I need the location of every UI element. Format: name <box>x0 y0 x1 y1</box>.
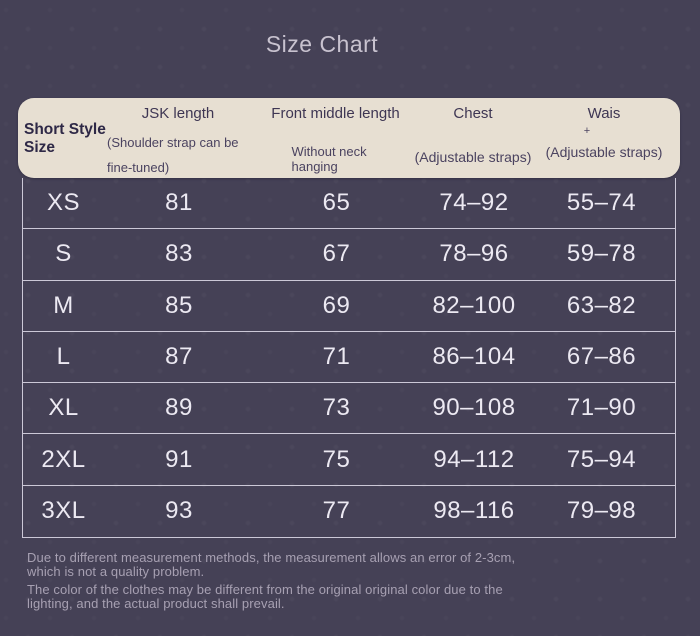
front-middle-length-cell: 71 <box>322 342 351 370</box>
note-color-disclaimer: The color of the clothes may be differen… <box>27 582 503 611</box>
header-chest-sublabel: (Adjustable straps) <box>414 149 532 165</box>
table-row-2xl: 2XL 91 75 94–112 75–94 <box>23 434 675 486</box>
header-jsk-length-label: JSK length <box>141 105 215 122</box>
waist-cell: 59–78 <box>566 240 637 268</box>
front-middle-length-cell: 77 <box>322 497 351 525</box>
chest-cell: 78–96 <box>439 240 509 268</box>
table-row-l: L 87 71 86–104 67–86 <box>23 332 675 384</box>
waist-plus-sign: + <box>583 125 591 137</box>
jsk-length-cell: 93 <box>165 497 193 525</box>
front-middle-length-cell: 73 <box>322 394 351 422</box>
table-row-s: S 83 67 78–96 59–78 <box>23 229 675 281</box>
size-cell: XL <box>48 394 79 422</box>
note-measurement-tolerance: Due to different measurement methods, th… <box>27 550 516 579</box>
size-cell: 2XL <box>41 445 86 473</box>
waist-cell: 55–74 <box>566 189 637 217</box>
table-row-3xl: 3XL 93 77 98–116 79–98 <box>23 486 675 537</box>
header-jsk-length-sublabel: (Shoulder strap can be fine-tuned) <box>107 135 239 175</box>
front-middle-length-cell: 65 <box>322 189 351 217</box>
waist-cell: 75–94 <box>566 445 637 473</box>
chest-cell: 86–104 <box>432 342 516 370</box>
chest-cell: 74–92 <box>439 189 509 217</box>
notes: Due to different measurement methods, th… <box>27 551 639 615</box>
header-cell-chest: Chest (Adjustable straps) <box>415 98 532 180</box>
front-middle-length-cell: 69 <box>322 291 351 319</box>
header-cell-front-middle-length: Front middle length Without neck hanging <box>253 98 418 180</box>
front-middle-length-cell: 75 <box>322 445 351 473</box>
jsk-length-cell: 87 <box>165 342 193 370</box>
chest-cell: 94–112 <box>433 445 515 473</box>
size-table: Short Style Size JSK length (Shoulder st… <box>18 98 680 538</box>
header-waist-sublabel: (Adjustable straps) <box>545 144 663 160</box>
jsk-length-cell: 89 <box>165 394 193 422</box>
chest-cell: 90–108 <box>432 394 516 422</box>
size-cell: S <box>55 240 72 268</box>
header-cell-waist: Wais + (Adjustable straps) <box>528 98 680 180</box>
table-row-xl: XL 89 73 90–108 71–90 <box>23 383 675 435</box>
waist-cell: 71–90 <box>566 394 637 422</box>
header-cell-size: Short Style Size <box>18 98 106 180</box>
header-chest-label: Chest <box>453 105 493 122</box>
table-row-m: M 85 69 82–100 63–82 <box>23 281 675 332</box>
table-body: XS 81 65 74–92 55–74 S 83 67 78–96 59–78… <box>22 178 676 538</box>
size-cell: L <box>56 342 71 370</box>
chest-cell: 82–100 <box>432 291 516 319</box>
chest-cell: 98–116 <box>433 497 515 525</box>
size-cell: M <box>53 291 74 319</box>
jsk-length-cell: 81 <box>165 189 193 217</box>
header-cell-jsk-length: JSK length (Shoulder strap can be fine-t… <box>103 98 253 180</box>
page-title: Size Chart <box>265 31 379 57</box>
jsk-length-cell: 85 <box>165 291 193 319</box>
table-row-xs: XS 81 65 74–92 55–74 <box>23 178 675 230</box>
header-front-middle-length-sublabel: Without neck hanging <box>291 144 367 174</box>
jsk-length-cell: 91 <box>165 445 193 473</box>
header-front-middle-length-label: Front middle length <box>271 105 400 122</box>
size-cell: XS <box>46 189 80 217</box>
waist-cell: 67–86 <box>566 342 637 370</box>
header-size-label: Short Style Size <box>24 121 106 156</box>
front-middle-length-cell: 67 <box>322 240 351 268</box>
table-header: Short Style Size JSK length (Shoulder st… <box>18 98 680 178</box>
waist-cell: 63–82 <box>566 291 637 319</box>
waist-cell: 79–98 <box>566 497 637 525</box>
header-waist-label: Wais <box>587 105 621 122</box>
jsk-length-cell: 83 <box>165 240 193 268</box>
size-cell: 3XL <box>41 497 86 525</box>
